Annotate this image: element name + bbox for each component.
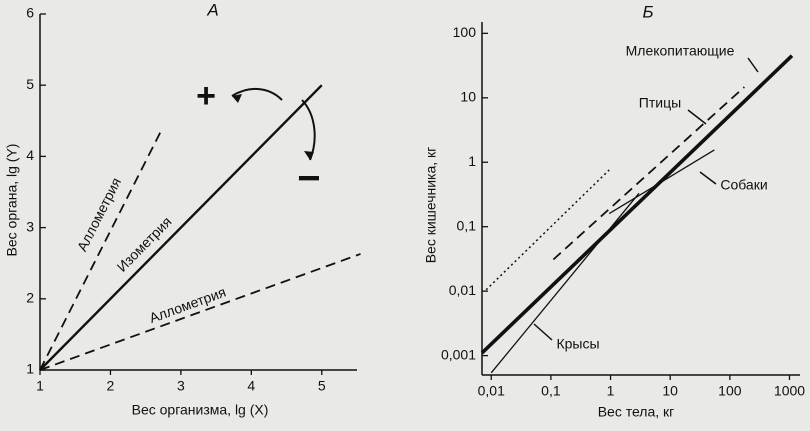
x-tick-label: 1 [607, 383, 615, 399]
series-label: Аллометрия [74, 175, 124, 254]
arrow [301, 99, 316, 161]
x-tick-label: 1 [36, 378, 44, 394]
y-tick-label: 2 [26, 290, 34, 306]
x-tick-label: 100 [718, 383, 742, 399]
series-line [480, 54, 794, 355]
x-axis-title: Вес организма, lg (X) [132, 402, 269, 418]
y-tick-label: 0,001 [441, 346, 476, 362]
x-tick-label: 1000 [774, 383, 805, 399]
y-tick-label: 4 [26, 147, 34, 163]
x-tick-label: 10 [662, 383, 678, 399]
y-tick-label: 3 [26, 218, 34, 234]
leader-line [699, 171, 717, 185]
series-label: Крысы [556, 336, 599, 352]
series-line [490, 192, 640, 374]
leader-line [533, 323, 553, 341]
series-line [39, 127, 164, 371]
y-axis-title: Вес кишечника, кг [423, 147, 439, 264]
x-tick-label: 3 [177, 378, 185, 394]
minus-sign: − [297, 157, 320, 201]
series-label: Собаки [720, 177, 767, 193]
series-line [39, 253, 361, 371]
series-label: Аллометрия [147, 284, 228, 326]
series-line [39, 84, 323, 371]
x-tick-label: 5 [318, 378, 326, 394]
x-axis-title: Вес тела, кг [598, 404, 675, 420]
y-tick-label: 0,01 [449, 282, 476, 298]
series-line [485, 169, 610, 291]
arrowhead [304, 151, 314, 160]
series-line [552, 86, 745, 261]
chart-title: Б [642, 2, 653, 21]
leader-line [747, 57, 759, 73]
y-tick-label: 1 [26, 361, 34, 377]
arrow [231, 88, 283, 101]
plus-sign: + [196, 77, 216, 115]
x-tick-label: 0,01 [478, 383, 505, 399]
y-axis-title: Вес органа, lg (Y) [4, 144, 20, 257]
series-line [608, 149, 715, 215]
arrowhead [232, 94, 242, 103]
leader-line [687, 109, 707, 125]
x-tick-label: 0,1 [541, 383, 561, 399]
y-tick-label: 1 [468, 153, 476, 169]
series-label: Млекопитающие [626, 43, 735, 59]
x-tick-label: 4 [247, 378, 255, 394]
series-label: Птицы [639, 95, 681, 111]
chart-title: А [206, 0, 218, 19]
y-tick-label: 6 [26, 5, 34, 21]
y-tick-label: 10 [460, 89, 476, 105]
x-tick-label: 2 [107, 378, 115, 394]
y-tick-label: 0,1 [457, 217, 477, 233]
y-tick-label: 5 [26, 76, 34, 92]
y-tick-label: 100 [453, 24, 477, 40]
